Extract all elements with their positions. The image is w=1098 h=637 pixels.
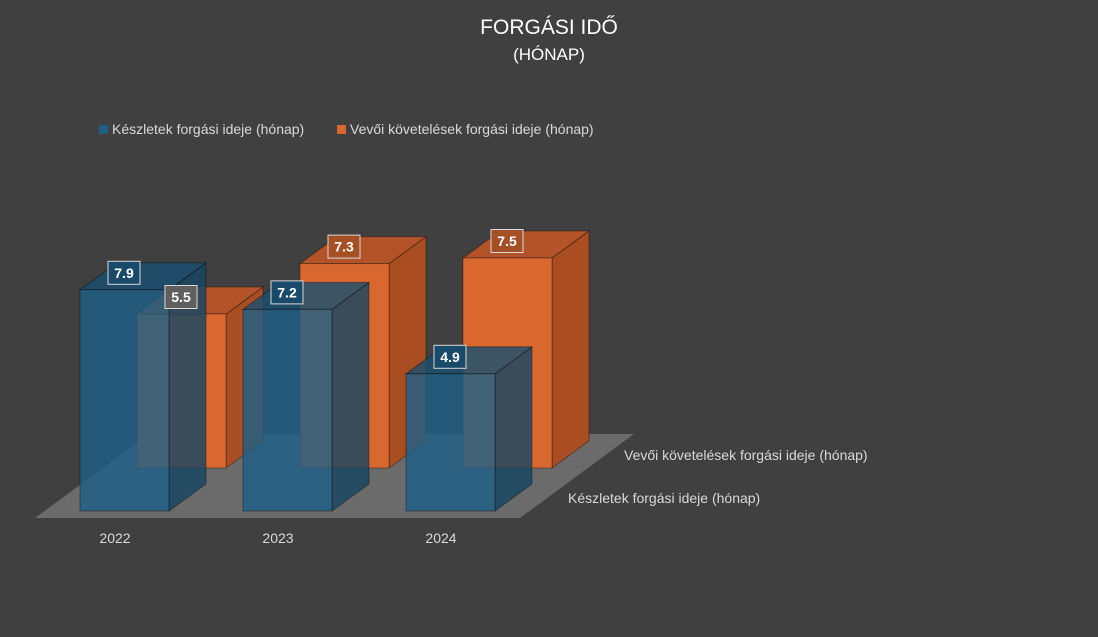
bar-s1-2023-front — [242, 308, 333, 512]
data-label-s1-2022-box — [107, 260, 141, 285]
series-axis: Vevői követelések forgási ideje (hónap) … — [568, 447, 868, 506]
chart-subtitle: (HÓNAP) — [513, 45, 585, 64]
legend-label-series-1: Készletek forgási ideje (hónap) — [112, 121, 304, 137]
data-label-s1-2023-text: 7.2 — [277, 284, 297, 300]
bar-s1-2022-front — [79, 289, 170, 512]
legend-item-series-1[interactable]: Készletek forgási ideje (hónap) — [99, 121, 304, 137]
data-label-s2-2023-box — [327, 234, 361, 259]
legend-item-series-2[interactable]: Vevői követelések forgási ideje (hónap) — [337, 121, 594, 137]
data-label-s1-2024-text: 4.9 — [440, 349, 460, 365]
data-label-s2-2023-text: 7.3 — [334, 239, 354, 255]
x-tick-label-2022: 2022 — [99, 530, 130, 546]
data-label-s2-2022: 5.5 — [164, 285, 198, 309]
data-label-s1-2022: 7.9 — [107, 260, 141, 285]
data-label-s1-2022-text: 7.9 — [114, 265, 134, 281]
bar-s1-2023-side — [331, 281, 370, 512]
series-axis-label-series-2: Vevői követelések forgási ideje (hónap) — [624, 447, 868, 463]
data-label-s2-2023: 7.3 — [327, 234, 361, 259]
data-label-s2-2024-text: 7.5 — [497, 233, 517, 249]
data-labels: 5.5 7.3 7.5 7.9 7.2 4.9 — [107, 229, 524, 369]
data-label-s1-2023-box — [270, 280, 304, 305]
data-label-s2-2024-box — [490, 229, 524, 253]
bar-s1-2024-front — [405, 373, 496, 512]
series-axis-label-series-1: Készletek forgási ideje (hónap) — [568, 490, 760, 506]
x-tick-label-2024: 2024 — [425, 530, 456, 546]
data-label-s2-2024: 7.5 — [490, 229, 524, 253]
data-label-s1-2024-box — [433, 344, 467, 369]
data-label-s1-2023: 7.2 — [270, 280, 304, 305]
bar-s2-2024-side — [551, 230, 590, 469]
data-label-s2-2022-box — [164, 285, 198, 309]
legend-swatch-series-1 — [99, 125, 108, 134]
data-label-s2-2022-text: 5.5 — [171, 289, 191, 305]
category-axis: 2022 2023 2024 — [99, 530, 456, 546]
legend-label-series-2: Vevői követelések forgási ideje (hónap) — [350, 121, 594, 137]
x-tick-label-2023: 2023 — [262, 530, 293, 546]
chart-title: FORGÁSI IDŐ — [480, 16, 618, 39]
data-label-s1-2024: 4.9 — [433, 344, 467, 369]
legend-swatch-series-2 — [337, 125, 346, 134]
bar-s1-2024-side — [494, 345, 533, 512]
legend: Készletek forgási ideje (hónap) Vevői kö… — [99, 121, 594, 137]
